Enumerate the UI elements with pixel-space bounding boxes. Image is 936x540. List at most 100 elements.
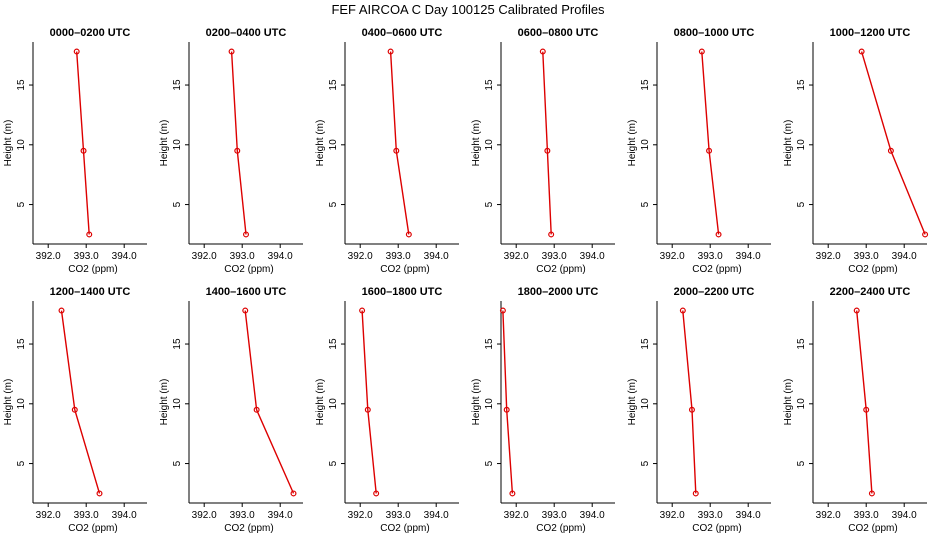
- data-point: [887, 147, 894, 154]
- y-tick-label: 5: [328, 201, 339, 207]
- profile-line: [682, 310, 697, 494]
- x-axis-label: CO2 (ppm): [848, 523, 897, 534]
- x-tick-label: 393.0: [230, 251, 255, 262]
- profile-panel-7: 1200–1400 UTC 392.0 393.0 394.0 5 10 15 CO2 (pp…: [3, 286, 147, 534]
- data-point: [290, 490, 297, 497]
- y-tick-label: 10: [640, 139, 651, 151]
- data-point: [698, 48, 705, 55]
- x-axis-label: CO2 (ppm): [536, 264, 585, 275]
- x-tick-label: 394.0: [892, 251, 917, 262]
- x-tick-label: 393.0: [386, 510, 411, 521]
- y-axis-label: Height (m): [315, 120, 326, 167]
- data-point: [96, 490, 103, 497]
- x-tick-label: 392.0: [660, 251, 685, 262]
- x-tick-label: 393.0: [698, 251, 723, 262]
- y-axis-label: Height (m): [471, 120, 482, 167]
- panel-title: 0600–0800 UTC: [518, 27, 599, 39]
- data-point: [863, 406, 870, 413]
- x-tick-label: 392.0: [504, 251, 529, 262]
- x-tick-label: 393.0: [542, 510, 567, 521]
- data-point: [853, 307, 860, 314]
- profile-line: [244, 310, 295, 494]
- data-point: [692, 490, 699, 497]
- x-tick-label: 393.0: [854, 251, 879, 262]
- x-tick-label: 394.0: [268, 251, 293, 262]
- panel-title: 0000–0200 UTC: [50, 27, 131, 39]
- profile-line: [60, 310, 101, 494]
- x-axis-label: CO2 (ppm): [224, 264, 273, 275]
- x-axis-label: CO2 (ppm): [848, 264, 897, 275]
- x-tick-label: 392.0: [36, 251, 61, 262]
- y-axis-label: Height (m): [783, 379, 794, 426]
- profile-line: [856, 310, 873, 494]
- y-tick-label: 5: [172, 201, 183, 207]
- y-tick-label: 15: [484, 338, 495, 350]
- y-tick-label: 15: [640, 79, 651, 91]
- y-tick-label: 10: [796, 139, 807, 151]
- data-point: [503, 406, 510, 413]
- data-point: [73, 48, 80, 55]
- x-tick-label: 393.0: [386, 251, 411, 262]
- profile-panel-3: 0400–0600 UTC 392.0 393.0 394.0 5 10 15 CO2 (pp…: [315, 27, 459, 275]
- y-tick-label: 15: [16, 79, 27, 91]
- y-tick-label: 5: [796, 460, 807, 466]
- data-point: [253, 406, 260, 413]
- panel-title: 1800–2000 UTC: [518, 286, 599, 298]
- x-axis-label: CO2 (ppm): [536, 523, 585, 534]
- y-tick-label: 5: [328, 460, 339, 466]
- panel-title: 0200–0400 UTC: [206, 27, 287, 39]
- data-point: [364, 406, 371, 413]
- data-point: [499, 307, 506, 314]
- data-point: [858, 48, 865, 55]
- x-tick-label: 394.0: [268, 510, 293, 521]
- profile-line: [542, 51, 552, 235]
- data-point: [544, 147, 551, 154]
- x-axis-label: CO2 (ppm): [224, 523, 273, 534]
- y-axis-label: Height (m): [3, 379, 14, 426]
- data-point: [242, 307, 249, 314]
- x-axis-label: CO2 (ppm): [68, 523, 117, 534]
- data-point: [228, 48, 235, 55]
- y-tick-label: 10: [640, 398, 651, 410]
- x-tick-label: 393.0: [230, 510, 255, 521]
- x-tick-label: 393.0: [854, 510, 879, 521]
- y-tick-label: 5: [16, 201, 27, 207]
- y-tick-label: 10: [172, 398, 183, 410]
- y-axis-label: Height (m): [627, 379, 638, 426]
- y-axis-label: Height (m): [3, 120, 14, 167]
- y-tick-label: 10: [16, 139, 27, 151]
- profile-panel-5: 0800–1000 UTC 392.0 393.0 394.0 5 10 15 CO2 (pp…: [627, 27, 771, 275]
- profile-line: [701, 51, 720, 235]
- data-point: [679, 307, 686, 314]
- y-axis-label: Height (m): [627, 120, 638, 167]
- x-tick-label: 392.0: [504, 510, 529, 521]
- profile-line: [860, 51, 926, 235]
- x-axis-label: CO2 (ppm): [692, 264, 741, 275]
- profile-panel-9: 1600–1800 UTC 392.0 393.0 394.0 5 10 15 CO2 (pp…: [315, 286, 459, 534]
- x-tick-label: 392.0: [816, 251, 841, 262]
- x-tick-label: 393.0: [74, 251, 99, 262]
- y-tick-label: 10: [796, 398, 807, 410]
- panel-title: 1400–1600 UTC: [206, 286, 287, 298]
- data-point: [243, 231, 250, 238]
- data-point: [405, 231, 412, 238]
- y-tick-label: 10: [172, 139, 183, 151]
- y-axis-label: Height (m): [315, 379, 326, 426]
- y-tick-label: 10: [484, 398, 495, 410]
- y-tick-label: 15: [796, 338, 807, 350]
- profile-panel-11: 2000–2200 UTC 392.0 393.0 394.0 5 10 15 CO2 (pp…: [627, 286, 771, 534]
- x-tick-label: 394.0: [736, 510, 761, 521]
- x-axis-label: CO2 (ppm): [68, 264, 117, 275]
- data-point: [393, 147, 400, 154]
- y-tick-label: 10: [16, 398, 27, 410]
- y-tick-label: 10: [484, 139, 495, 151]
- y-tick-label: 15: [172, 79, 183, 91]
- y-tick-label: 15: [328, 338, 339, 350]
- y-tick-label: 5: [640, 201, 651, 207]
- x-tick-label: 394.0: [892, 510, 917, 521]
- data-point: [509, 490, 516, 497]
- x-tick-label: 392.0: [348, 251, 373, 262]
- x-tick-label: 394.0: [580, 510, 605, 521]
- panel-title: 0400–0600 UTC: [362, 27, 443, 39]
